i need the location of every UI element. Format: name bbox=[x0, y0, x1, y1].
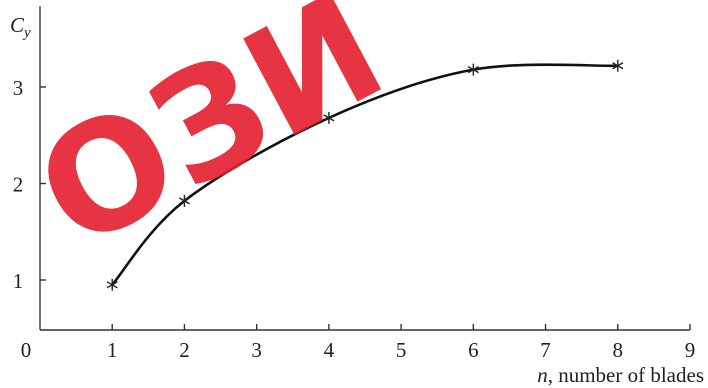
x-axis-title: n, number of blades bbox=[537, 363, 704, 387]
x-tick-label: 8 bbox=[613, 338, 624, 362]
y-ticks: 1 2 3 bbox=[13, 76, 46, 293]
series-markers bbox=[106, 59, 624, 291]
data-point-marker bbox=[323, 111, 335, 124]
x-axis-title-main: n bbox=[537, 363, 548, 387]
x-tick-label: 9 bbox=[685, 338, 696, 362]
y-tick-label: 2 bbox=[13, 173, 24, 197]
x-tick-label: 0 bbox=[21, 338, 32, 362]
x-tick-label: 5 bbox=[396, 338, 407, 362]
x-tick-label: 7 bbox=[540, 338, 551, 362]
x-axis-title-rest: , number of blades bbox=[548, 363, 704, 387]
x-tick-label: 4 bbox=[324, 338, 335, 362]
data-point-marker bbox=[612, 59, 624, 72]
data-point-marker bbox=[178, 194, 191, 207]
y-tick-label: 1 bbox=[13, 269, 24, 293]
axes bbox=[39, 6, 690, 331]
data-point-marker bbox=[467, 63, 479, 76]
x-tick-label: 2 bbox=[179, 338, 190, 362]
x-ticks: 0 1 2 3 4 5 6 7 8 9 bbox=[21, 324, 696, 362]
x-tick-label: 6 bbox=[468, 338, 479, 362]
y-axis-title: Cy bbox=[10, 13, 31, 41]
data-point-marker bbox=[106, 278, 118, 291]
watermark-logo: ОЗИ bbox=[11, 0, 410, 283]
x-tick-label: 3 bbox=[251, 338, 262, 362]
x-tick-label: 1 bbox=[107, 338, 118, 362]
y-tick-label: 3 bbox=[13, 76, 24, 100]
y-axis-title-subscript: y bbox=[22, 25, 31, 41]
y-axis-title-main: C bbox=[10, 13, 25, 37]
